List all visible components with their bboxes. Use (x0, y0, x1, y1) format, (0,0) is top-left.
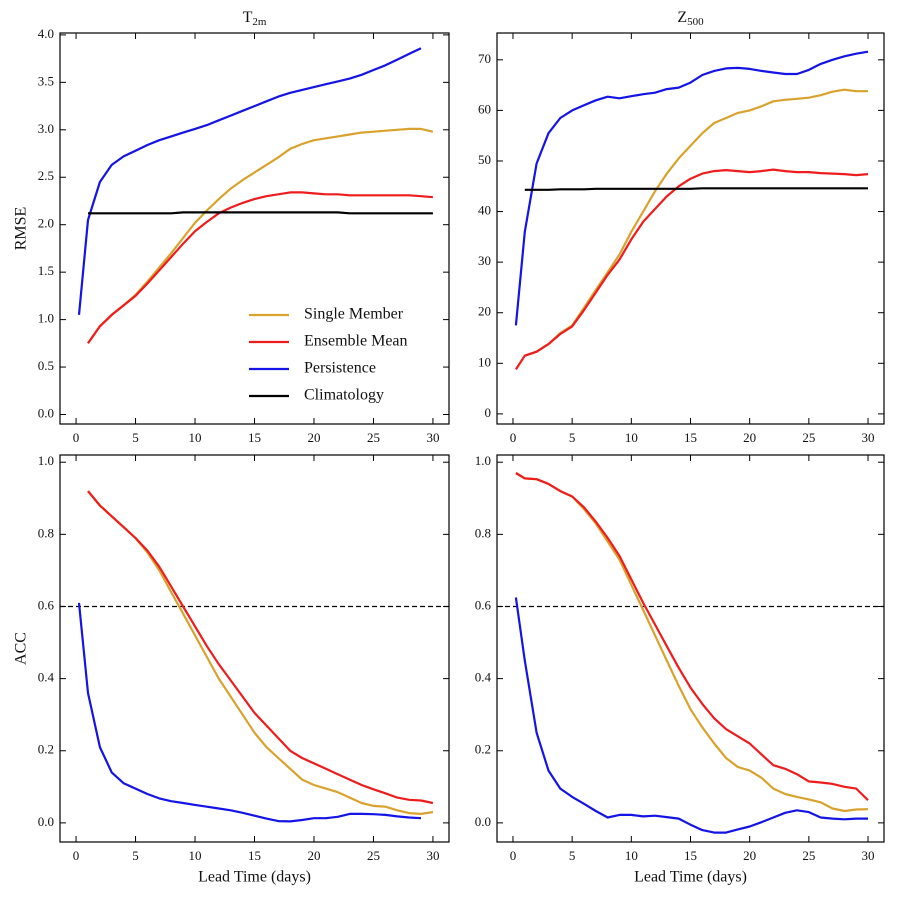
title-sub: 500 (687, 16, 704, 28)
series-line (515, 472, 869, 801)
y-tick-label: 3.5 (38, 73, 54, 88)
series-line (87, 127, 434, 344)
y-tick-label: 0.6 (475, 597, 492, 612)
title-sub: 2m (252, 16, 267, 28)
y-tick-label: 70 (478, 51, 491, 66)
x-tick-label: 30 (862, 848, 875, 863)
x-tick-label: 5 (569, 848, 576, 863)
series-line (515, 472, 869, 813)
y-tick-label: 1.0 (38, 311, 54, 326)
y-tick-label: 0.2 (38, 742, 54, 757)
y-tick-label: 20 (478, 304, 491, 319)
x-tick-label: 20 (743, 848, 756, 863)
y-tick-label: 0.5 (38, 358, 54, 373)
x-tick-label: 20 (743, 430, 756, 445)
y-axis-label: RMSE (13, 207, 30, 251)
x-tick-label: 15 (684, 848, 697, 863)
series-line (514, 50, 869, 326)
series-line (514, 168, 869, 370)
title-main: Z (677, 9, 687, 26)
legend-label: Climatology (304, 387, 384, 404)
series-line (514, 597, 868, 834)
y-tick-label: 2.5 (38, 168, 54, 183)
series-line (524, 187, 868, 191)
series-line (77, 602, 422, 823)
x-tick-label: 15 (684, 430, 697, 445)
panel-title: Z500 (677, 9, 704, 28)
x-tick-label: 10 (625, 848, 638, 863)
y-tick-label: 0.0 (38, 405, 54, 420)
y-tick-label: 40 (478, 203, 491, 218)
series-line (524, 88, 868, 357)
x-tick-label: 0 (510, 430, 517, 445)
x-tick-label: 5 (132, 848, 139, 863)
y-tick-label: 0.0 (475, 814, 491, 829)
legend-label: Ensemble Mean (304, 333, 408, 350)
y-tick-label: 0 (485, 405, 492, 420)
x-tick-label: 5 (569, 430, 576, 445)
panel: 0 5 10 15 20 25 30 0.0 0.2 0.4 0.6 0.8 1.0 ACC Lead Ti… (13, 453, 450, 886)
series-line (87, 191, 433, 344)
y-tick-label: 3.0 (38, 121, 54, 136)
x-tick-label: 30 (862, 430, 875, 445)
x-tick-label: 5 (132, 430, 139, 445)
x-tick-label: 25 (367, 430, 380, 445)
x-tick-label: 20 (307, 848, 320, 863)
series-line (87, 490, 434, 805)
x-tick-label: 25 (367, 848, 380, 863)
x-axis-label: Lead Time (days) (634, 869, 747, 886)
panel: 0 5 10 15 20 25 30 0.0 0.2 0.4 0.6 0.8 1.0 Lead Time … (475, 453, 885, 886)
x-tick-label: 30 (426, 848, 439, 863)
legend-label: Persistence (304, 360, 376, 377)
panel: 0 5 10 15 20 25 30 0 10 20 30 40 50 60 70 Z500 (478, 9, 885, 445)
y-tick-label: 0.8 (38, 525, 54, 540)
y-tick-label: 50 (478, 152, 491, 167)
plot-frame (496, 32, 885, 425)
y-tick-label: 0.6 (38, 597, 55, 612)
y-tick-label: 0.4 (475, 670, 492, 685)
y-tick-label: 4.0 (38, 26, 54, 41)
y-tick-label: 2.0 (38, 216, 54, 231)
panel: 0 5 10 15 20 25 30 0.0 0.5 1.0 1.5 2.0 2.5 3.0 3.5 4.0 T… (13, 9, 450, 445)
y-tick-label: 0.4 (38, 670, 55, 685)
y-tick-label: 1.0 (38, 453, 54, 468)
y-tick-label: 0.2 (475, 742, 491, 757)
title-main: T (243, 9, 253, 26)
y-axis-label: ACC (13, 632, 30, 665)
y-tick-label: 1.5 (38, 263, 54, 278)
y-tick-label: 0.8 (475, 525, 491, 540)
x-tick-label: 0 (510, 848, 517, 863)
x-tick-label: 0 (73, 848, 80, 863)
x-tick-label: 10 (625, 430, 638, 445)
series-line (87, 490, 434, 815)
x-tick-label: 25 (802, 848, 815, 863)
series-line (88, 211, 433, 215)
y-tick-label: 1.0 (475, 453, 491, 468)
x-tick-label: 10 (189, 848, 202, 863)
series-line (77, 47, 422, 316)
x-tick-label: 15 (248, 430, 261, 445)
y-tick-label: 10 (478, 354, 491, 369)
x-tick-label: 15 (248, 848, 261, 863)
y-tick-label: 0.0 (38, 814, 54, 829)
legend-label: Single Member (304, 306, 404, 323)
plot-frame (59, 32, 450, 425)
x-tick-label: 0 (73, 430, 80, 445)
plot-frame (59, 454, 450, 843)
x-tick-label: 25 (802, 430, 815, 445)
x-tick-label: 30 (426, 430, 439, 445)
x-tick-label: 10 (189, 430, 202, 445)
y-tick-label: 30 (478, 253, 491, 268)
x-tick-label: 20 (307, 430, 320, 445)
panel-title: T2m (243, 9, 267, 28)
y-tick-label: 60 (478, 101, 491, 116)
x-axis-label: Lead Time (days) (198, 869, 311, 886)
